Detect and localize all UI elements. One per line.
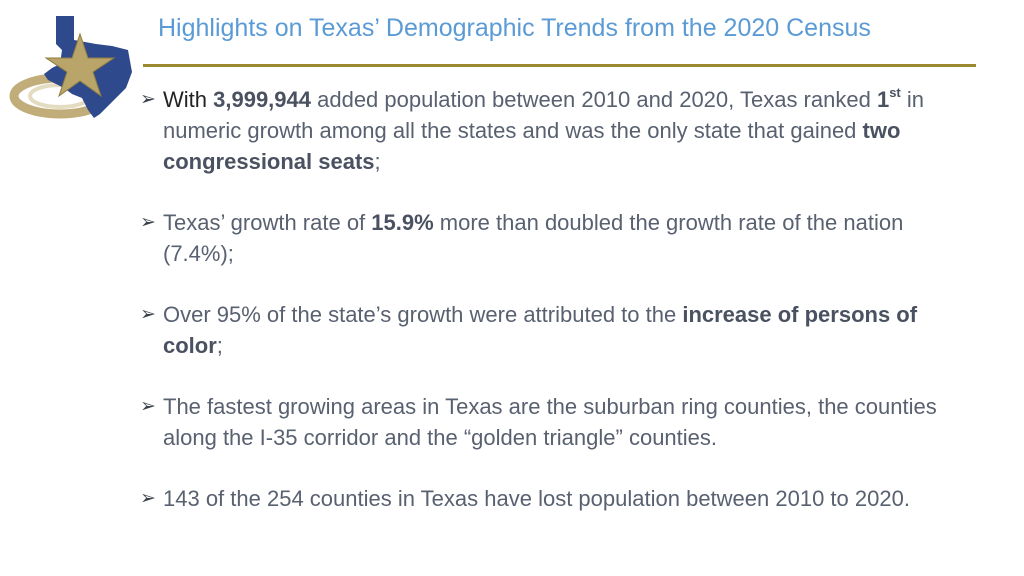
bullet-text: ; xyxy=(216,333,223,358)
bullet-bold: 3,999,944 xyxy=(213,87,311,112)
bullet-item: ➢ Texas’ growth rate of 15.9% more than … xyxy=(140,207,940,269)
bullet-bold: two congressional seats xyxy=(163,118,901,174)
bullet-bold: increase of persons of color xyxy=(163,302,918,358)
title-divider xyxy=(143,64,976,67)
bullet-text: more than doubled the growth rate of the… xyxy=(163,210,904,266)
arrowhead-bullet-icon: ➢ xyxy=(140,211,156,233)
rank-superscript: st xyxy=(889,84,901,100)
bullet-text: With xyxy=(163,87,207,112)
texas-star-logo-icon xyxy=(9,16,132,119)
bullet-bold: 15.9% xyxy=(371,210,434,235)
bullet-text: The fastest growing areas in Texas are t… xyxy=(163,394,937,450)
bullet-item: ➢ Over 95% of the state’s growth were at… xyxy=(140,299,940,361)
bullet-list: ➢ With 3,999,944 added population betwee… xyxy=(140,84,940,544)
bullet-item: ➢ The fastest growing areas in Texas are… xyxy=(140,391,940,453)
arrowhead-bullet-icon: ➢ xyxy=(140,88,156,110)
bullet-text: added population between 2010 and 2020, … xyxy=(311,87,877,112)
bullet-text: Over 95% of the state’s growth were attr… xyxy=(163,302,683,327)
bullet-bold: 1 xyxy=(876,87,890,112)
slide-title: Highlights on Texas’ Demographic Trends … xyxy=(158,14,871,42)
bullet-text: in numeric growth among all the states a… xyxy=(163,87,925,143)
bullet-text: 143 of the 254 counties in Texas have lo… xyxy=(163,486,910,511)
bullet-item: ➢ With 3,999,944 added population betwee… xyxy=(140,84,940,177)
bullet-item: ➢ 143 of the 254 counties in Texas have … xyxy=(140,483,940,514)
arrowhead-bullet-icon: ➢ xyxy=(140,395,156,417)
arrowhead-bullet-icon: ➢ xyxy=(140,303,156,325)
bullet-text: Texas’ growth rate of xyxy=(163,210,372,235)
arrowhead-bullet-icon: ➢ xyxy=(140,487,156,509)
bullet-text: ; xyxy=(374,149,381,174)
